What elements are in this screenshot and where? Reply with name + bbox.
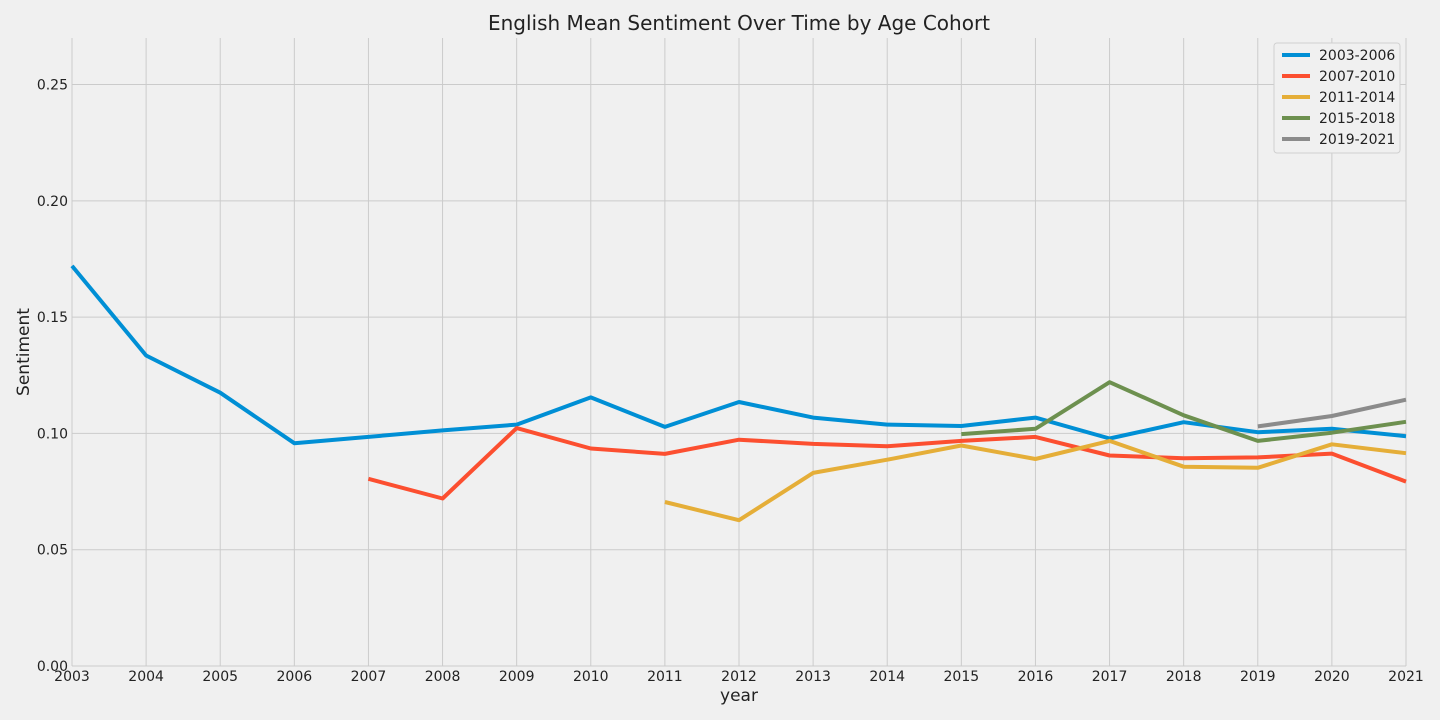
legend-box (1273, 42, 1401, 154)
x-tick-label: 2012 (721, 669, 757, 685)
x-tick-label: 2018 (1166, 669, 1202, 685)
x-tick-label: 2013 (795, 669, 831, 685)
x-tick-label: 2010 (573, 669, 609, 685)
y-axis-label: Sentiment (14, 308, 34, 396)
legend-label: 2015-2018 (1319, 111, 1395, 127)
x-tick-label: 2021 (1388, 669, 1424, 685)
y-tick-label: 0.25 (37, 78, 68, 94)
x-tick-label: 2007 (351, 669, 387, 685)
chart-title: English Mean Sentiment Over Time by Age … (488, 11, 990, 35)
y-axis-ticks: 0.00 0.05 0.10 0.15 0.20 0.25 (37, 78, 68, 675)
x-tick-label: 2008 (425, 669, 461, 685)
series-line-2019-2021 (1257, 397, 1407, 429)
x-tick-label: 2019 (1240, 669, 1276, 685)
legend-label: 2007-2010 (1319, 69, 1395, 85)
x-tick-label: 2020 (1314, 669, 1350, 685)
x-tick-label: 2006 (277, 669, 313, 685)
x-axis-label: year (720, 686, 758, 706)
grid (71, 38, 1407, 667)
series-lines (70, 264, 1407, 523)
x-tick-label: 2004 (128, 669, 164, 685)
y-tick-label: 0.15 (37, 310, 68, 326)
series-line-2007-2010 (367, 426, 1407, 501)
y-tick-label: 0.10 (37, 426, 68, 442)
x-tick-label: 2016 (1018, 669, 1054, 685)
x-tick-label: 2009 (499, 669, 535, 685)
y-tick-label: 0.05 (37, 543, 68, 559)
x-tick-label: 2011 (647, 669, 683, 685)
legend-label: 2019-2021 (1319, 132, 1395, 148)
x-tick-label: 2003 (54, 669, 90, 685)
y-tick-label: 0.20 (37, 194, 68, 210)
series-line-2003-2006 (70, 264, 1407, 446)
x-tick-label: 2015 (944, 669, 980, 685)
x-tick-label: 2014 (869, 669, 905, 685)
y-tick-label: 0.00 (37, 659, 68, 675)
legend-label: 2011-2014 (1319, 90, 1395, 106)
series-line-2011-2014 (664, 438, 1407, 523)
legend: 2003-2006 2007-2010 2011-2014 2015-2018 2019… (1273, 42, 1401, 154)
legend-label: 2003-2006 (1319, 48, 1395, 64)
x-axis-ticks: 2003 2004 2005 2006 2007 2008 2009 2010 2011 2012… (54, 669, 1424, 685)
series-line-2015-2018 (961, 380, 1407, 443)
x-tick-label: 2017 (1092, 669, 1128, 685)
x-tick-label: 2005 (202, 669, 238, 685)
